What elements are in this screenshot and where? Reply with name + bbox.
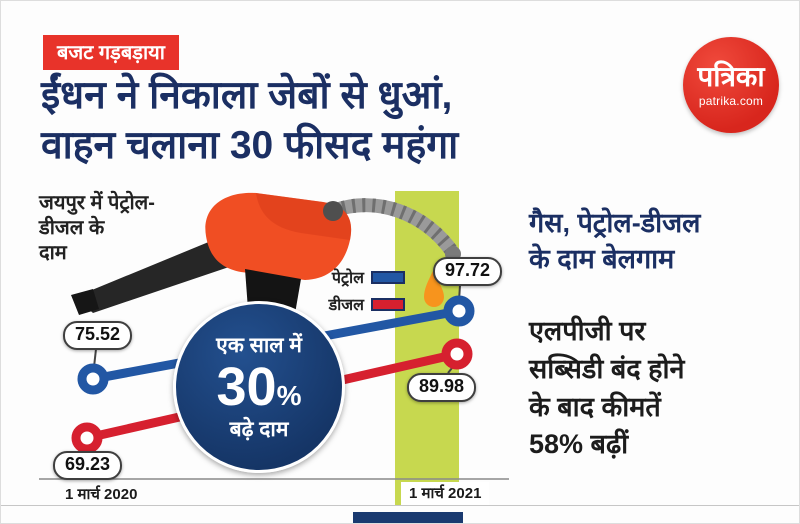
logo-title: पत्रिका <box>697 60 765 92</box>
x-label-2020: 1 मार्च 2020 <box>65 486 138 503</box>
center-value-number: 30 <box>216 356 277 417</box>
logo-domain: patrika.com <box>698 93 764 108</box>
legend-label-diesel: डीजल <box>328 297 364 314</box>
chart-legend: पेट्रोल डीजल <box>313 266 405 320</box>
point-petrol-2020 <box>77 363 109 395</box>
legend-swatch-diesel <box>371 297 405 311</box>
nozzle-spout <box>75 241 229 313</box>
center-value: 30% <box>216 356 302 417</box>
patrika-logo: पत्रिका patrika.com <box>683 37 779 133</box>
center-percent-sign: % <box>276 379 302 411</box>
legend-label-petrol: पेट्रोल <box>331 270 364 287</box>
kicker-badge: बजट गड़बड़ाया <box>43 35 179 70</box>
headline: ईंधन ने निकाला जेबों से धुआं, वाहन चलाना… <box>41 74 459 167</box>
legend-item-petrol: पेट्रोल <box>313 266 405 288</box>
legend-swatch-petrol <box>371 270 405 284</box>
value-label-petrol-2020: 75.52 <box>63 321 133 350</box>
legend-item-diesel: डीजल <box>313 293 405 315</box>
value-label-petrol-2021: 97.72 <box>433 257 503 286</box>
center-line1: एक साल में <box>216 333 302 357</box>
nozzle-tip <box>71 289 99 315</box>
value-label-diesel-2020: 69.23 <box>53 451 123 480</box>
value-label-diesel-2021: 89.98 <box>407 373 477 402</box>
point-petrol-2021 <box>443 295 475 327</box>
bottom-strip <box>353 512 463 523</box>
center-highlight-circle: एक साल में 30% बढ़े दाम <box>173 301 345 473</box>
point-diesel-2021 <box>441 338 473 370</box>
right-panel-body: एलपीजी पर सब्सिडी बंद होने के बाद कीमतें… <box>529 316 685 460</box>
bottom-divider <box>1 505 799 506</box>
center-line2: बढ़े दाम <box>229 418 289 442</box>
right-panel-heading: गैस, पेट्रोल-डीजल के दाम बेलगाम <box>529 208 701 275</box>
point-diesel-2020 <box>71 422 103 454</box>
chart-title: जयपुर में पेट्रोल- डीजल के दाम <box>39 192 155 264</box>
nozzle-hose-ribs <box>330 198 459 258</box>
fuel-drop-icon <box>424 271 444 307</box>
nozzle-hose-joint <box>323 201 343 221</box>
x-label-2021: 1 मार्च 2021 <box>401 482 490 506</box>
